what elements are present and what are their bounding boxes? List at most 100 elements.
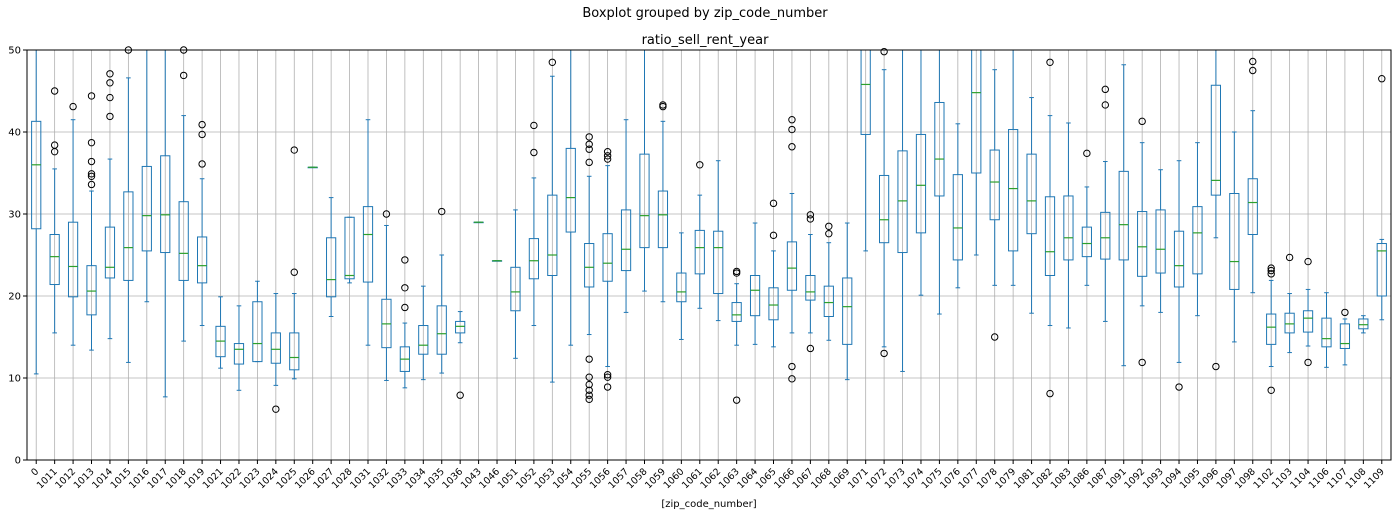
box-1023 (252, 280, 263, 363)
outlier-point (1285, 253, 1294, 262)
box-iqr (1192, 206, 1203, 275)
box-iqr (289, 332, 300, 371)
box-1102 (1266, 264, 1277, 394)
box-1032 (381, 210, 392, 381)
box-iqr (197, 236, 208, 284)
box-1015 (123, 46, 134, 363)
box-iqr (897, 150, 908, 254)
outlier-point (696, 161, 704, 169)
outlier-point (106, 70, 114, 78)
box-iqr (620, 209, 632, 272)
outlier-point (530, 148, 538, 157)
box-1076 (952, 123, 963, 289)
box-iqr (602, 233, 613, 282)
box-1053 (547, 58, 558, 383)
outlier-point (788, 143, 796, 151)
box-iqr (1026, 153, 1037, 235)
outlier-point (732, 267, 741, 276)
box-iqr (547, 194, 558, 276)
outlier-point (401, 303, 409, 312)
box-0 (31, 49, 42, 375)
outlier-point (603, 371, 612, 379)
outlier-point (732, 396, 741, 404)
box-1011 (49, 87, 60, 334)
box-1028 (344, 216, 355, 284)
box-iqr (1173, 230, 1185, 288)
box-iqr (178, 201, 189, 281)
box-1051 (510, 209, 521, 359)
y-tick-label: 50 (8, 46, 21, 57)
outlier-point (401, 284, 409, 292)
outlier-point (585, 386, 593, 394)
box-1082 (1044, 58, 1056, 398)
outlier-point (603, 383, 612, 391)
box-1087 (1100, 85, 1111, 322)
box-1055 (584, 133, 595, 404)
box-1036 (455, 311, 466, 399)
box-iqr (676, 272, 687, 303)
box-1095 (1192, 142, 1203, 317)
box-1067 (805, 211, 816, 353)
box-1072 (879, 47, 890, 358)
box-1024 (270, 293, 281, 413)
outlier-point (401, 256, 409, 264)
box-1057 (620, 119, 632, 313)
box-1066 (786, 116, 798, 383)
outlier-point (585, 380, 593, 389)
box-iqr (639, 153, 650, 249)
box-1092 (1137, 117, 1148, 367)
box-1035 (436, 207, 447, 374)
box-iqr (1137, 211, 1148, 277)
outlier-point (1046, 58, 1054, 66)
box-1019 (197, 120, 208, 327)
outlier-point (806, 211, 815, 219)
box-1031 (362, 119, 374, 346)
outlier-point (50, 141, 59, 149)
box-1014 (104, 70, 116, 340)
outlier-point (603, 373, 612, 381)
outlier-point (179, 71, 188, 80)
plot-frame (26, 49, 1392, 461)
box-1062 (713, 160, 724, 322)
box-1103 (1284, 253, 1295, 354)
x-axis: 0101110121013101410151016101710181019102… (29, 460, 1387, 491)
box-iqr (49, 234, 60, 286)
outlier-point (825, 222, 833, 231)
outlier-point (290, 268, 298, 276)
box-1064 (749, 222, 761, 345)
outlier-point (659, 101, 667, 109)
box-iqr (141, 165, 152, 252)
x-tick-label: 1109 (1362, 466, 1387, 491)
outlier-point (87, 92, 96, 100)
y-tick-label: 30 (8, 210, 21, 221)
outlier-point (1341, 308, 1349, 317)
outlier-point (198, 160, 206, 168)
outlier-point (87, 138, 96, 147)
y-tick-label: 20 (8, 292, 21, 303)
outlier-point (456, 391, 464, 399)
outlier-point (1267, 270, 1275, 278)
outlier-point (788, 125, 796, 134)
box-1022 (233, 305, 245, 391)
x-axis-label: [zip_code_number] (661, 499, 756, 510)
box-iqr (1155, 209, 1166, 274)
outlier-point (788, 116, 796, 124)
box-1107 (1339, 308, 1351, 366)
box-1046 (491, 260, 503, 262)
box-1026 (307, 166, 318, 169)
box-1027 (326, 197, 337, 317)
outlier-point (290, 146, 298, 154)
box-iqr (1358, 318, 1369, 330)
y-tick-label: 40 (8, 128, 21, 139)
outlier-point (198, 120, 206, 129)
box-1083 (1063, 122, 1074, 329)
box-iqr (528, 238, 540, 280)
box-1094 (1173, 160, 1185, 391)
box-iqr (510, 266, 521, 312)
box-iqr (768, 287, 779, 321)
box-iqr (934, 101, 945, 197)
box-1013 (86, 92, 97, 351)
box-1059 (657, 101, 669, 303)
box-1012 (67, 102, 79, 346)
outlier-point (382, 210, 391, 218)
